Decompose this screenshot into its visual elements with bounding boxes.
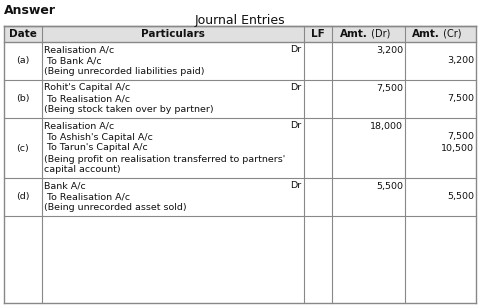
Text: To Tarun's Capital A/c: To Tarun's Capital A/c	[44, 144, 147, 152]
Text: To Bank A/c: To Bank A/c	[44, 56, 101, 66]
Text: 7,500: 7,500	[447, 95, 474, 103]
Text: To Realisation A/c: To Realisation A/c	[44, 95, 130, 103]
Text: 7,500: 7,500	[376, 83, 403, 92]
Text: To Realisation A/c: To Realisation A/c	[44, 192, 130, 201]
Text: (Dr): (Dr)	[368, 29, 390, 39]
Text: (Being stock taken over by partner): (Being stock taken over by partner)	[44, 106, 214, 115]
Text: Dr: Dr	[290, 83, 302, 92]
Text: 18,000: 18,000	[370, 121, 403, 131]
Text: 5,500: 5,500	[447, 192, 474, 201]
Text: Particulars: Particulars	[141, 29, 204, 39]
Text: 3,200: 3,200	[447, 56, 474, 66]
Text: 10,500: 10,500	[441, 144, 474, 152]
Text: Realisation A/c: Realisation A/c	[44, 121, 114, 131]
Text: 3,200: 3,200	[376, 46, 403, 55]
Text: (Being unrecorded liabilities paid): (Being unrecorded liabilities paid)	[44, 67, 204, 76]
Text: capital account): capital account)	[44, 165, 120, 175]
Text: (d): (d)	[16, 192, 30, 201]
Text: (c): (c)	[16, 144, 29, 152]
Text: LF: LF	[311, 29, 325, 39]
Text: Date: Date	[9, 29, 37, 39]
Text: (Being profit on realisation transferred to partners': (Being profit on realisation transferred…	[44, 155, 285, 164]
Text: (Cr): (Cr)	[440, 29, 461, 39]
Text: To Ashish's Capital A/c: To Ashish's Capital A/c	[44, 132, 153, 141]
Text: Amt.: Amt.	[340, 29, 368, 39]
Text: (Being unrecorded asset sold): (Being unrecorded asset sold)	[44, 204, 186, 213]
Text: Dr: Dr	[290, 181, 302, 191]
Text: (b): (b)	[16, 95, 30, 103]
Text: (a): (a)	[16, 56, 30, 66]
Text: Journal Entries: Journal Entries	[195, 14, 285, 27]
Text: Realisation A/c: Realisation A/c	[44, 46, 114, 55]
Text: Dr: Dr	[290, 46, 302, 55]
Text: Bank A/c: Bank A/c	[44, 181, 85, 191]
Text: 7,500: 7,500	[447, 132, 474, 141]
Bar	[4, 26, 476, 42]
Text: Answer: Answer	[4, 4, 56, 17]
Text: Amt.: Amt.	[412, 29, 440, 39]
Text: Dr: Dr	[290, 121, 302, 131]
Text: 5,500: 5,500	[376, 181, 403, 191]
Text: Rohit's Capital A/c: Rohit's Capital A/c	[44, 83, 130, 92]
